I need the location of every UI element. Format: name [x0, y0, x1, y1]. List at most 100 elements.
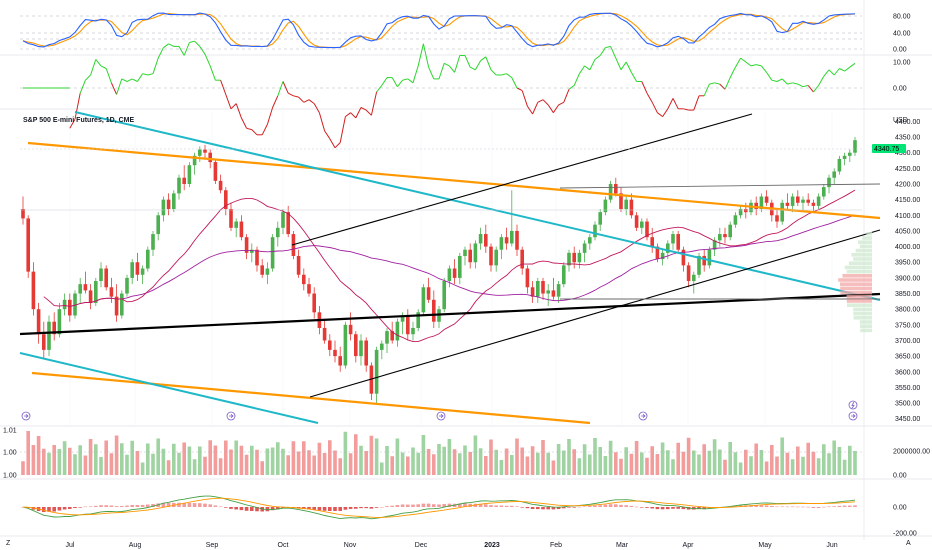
volume-bar: [390, 456, 394, 475]
event-arrow-icon[interactable]: [848, 411, 858, 421]
macd-histogram-bar: [676, 507, 680, 509]
momentum-segment: [558, 101, 565, 106]
volume-bar: [120, 443, 124, 475]
momentum-segment: [672, 98, 679, 110]
macd-histogram-bar: [796, 506, 800, 508]
event-icon-arrow: [641, 413, 646, 419]
volume-bar: [322, 453, 327, 475]
macd-histogram-bar: [94, 505, 98, 507]
price-axis-label: 3500.00: [895, 401, 920, 408]
momentum-segment: [69, 118, 76, 129]
macd-histogram-bar: [390, 505, 394, 507]
price-axis-label: 4050.00: [895, 228, 920, 235]
volume-bar: [593, 438, 597, 475]
momentum-segment: [110, 82, 118, 95]
candle-body: [229, 209, 233, 228]
volume-bar: [406, 456, 410, 475]
momentum-segment: [454, 55, 461, 73]
candle-body: [796, 196, 800, 203]
volume-bar: [546, 452, 550, 475]
event-arrow-icon[interactable]: [226, 411, 236, 421]
volume-bar: [411, 447, 415, 475]
candle-body: [21, 209, 25, 219]
macd-histogram-bar: [182, 503, 186, 507]
momentum-segment: [449, 65, 455, 73]
volume-bar: [562, 450, 566, 475]
price-axis-label: 4400.00: [895, 119, 920, 126]
volume-bar: [478, 448, 483, 475]
lightning-icon[interactable]: [848, 400, 858, 410]
macd-histogram-bar: [551, 507, 556, 510]
candle-body: [432, 299, 436, 322]
candle-body: [125, 277, 129, 294]
volume-bar: [374, 438, 379, 475]
candle-body: [442, 281, 446, 310]
timezone-corner[interactable]: Z: [6, 540, 11, 547]
candle-body: [452, 268, 457, 278]
price-axis-label: 3550.00: [895, 385, 920, 392]
volume-bar: [489, 439, 493, 475]
candle-body: [135, 262, 140, 275]
momentum-segment: [807, 85, 814, 93]
momentum-segment: [422, 43, 430, 68]
auto-scale-corner[interactable]: A: [906, 540, 911, 547]
volume-bar: [619, 458, 623, 475]
volume-bar: [208, 440, 212, 475]
macd-histogram-bar: [400, 504, 405, 507]
candle-body: [530, 287, 535, 297]
stoch-main-line: [22, 12, 856, 49]
candle-body: [114, 296, 119, 316]
price-axis-label: 4200.00: [895, 181, 920, 188]
momentum-segment: [199, 46, 206, 55]
macd-histogram-bar: [120, 506, 124, 507]
macd-histogram-bar: [146, 504, 150, 507]
time-axis-label: May: [758, 542, 772, 549]
volume-bar: [655, 454, 660, 475]
candle-body: [515, 230, 519, 250]
macd-histogram-bar: [198, 503, 202, 507]
macd-histogram-bar: [234, 507, 238, 510]
event-arrow-icon[interactable]: [21, 411, 31, 421]
candle-body: [140, 268, 145, 275]
volume-bar: [837, 447, 842, 475]
candle-body: [744, 209, 748, 213]
momentum-segment: [339, 116, 346, 143]
momentum-segment: [547, 104, 554, 113]
time-axis-label: Mar: [616, 542, 629, 549]
macd-histogram-bar: [343, 507, 348, 510]
macd-histogram-bar: [650, 507, 654, 509]
cyan-lower-channel-line: [19, 352, 319, 424]
momentum-segment: [105, 68, 112, 83]
volume-bar: [125, 454, 129, 475]
time-axis-label: Oct: [278, 542, 289, 549]
candle-body: [411, 327, 415, 335]
volume-bar: [343, 431, 348, 475]
candle-body: [489, 246, 493, 266]
momentum-segment: [74, 93, 81, 120]
volume-profile-bar: [842, 274, 872, 278]
candle-body: [286, 212, 290, 235]
volume-bar: [156, 438, 160, 475]
momentum-segment: [542, 99, 549, 106]
volume-bar: [614, 452, 618, 475]
candle-body: [759, 196, 764, 210]
candle-body: [369, 365, 374, 394]
price-pane[interactable]: [19, 111, 881, 425]
volume-bar: [432, 454, 436, 475]
volume-bar: [806, 442, 810, 475]
volume-bar: [702, 444, 706, 475]
volume-bar: [130, 440, 134, 475]
macd-histogram-bar: [593, 505, 597, 507]
event-arrow-icon[interactable]: [436, 411, 446, 421]
momentum-segment: [376, 85, 383, 93]
volume-bar: [229, 449, 233, 475]
black-upper-channel-line: [291, 113, 753, 246]
momentum-segment: [839, 68, 845, 72]
candle-body: [666, 243, 670, 253]
macd-histogram-bar: [338, 507, 342, 511]
momentum-segment: [334, 142, 341, 149]
momentum-segment: [464, 55, 471, 68]
event-arrow-icon[interactable]: [638, 411, 648, 421]
